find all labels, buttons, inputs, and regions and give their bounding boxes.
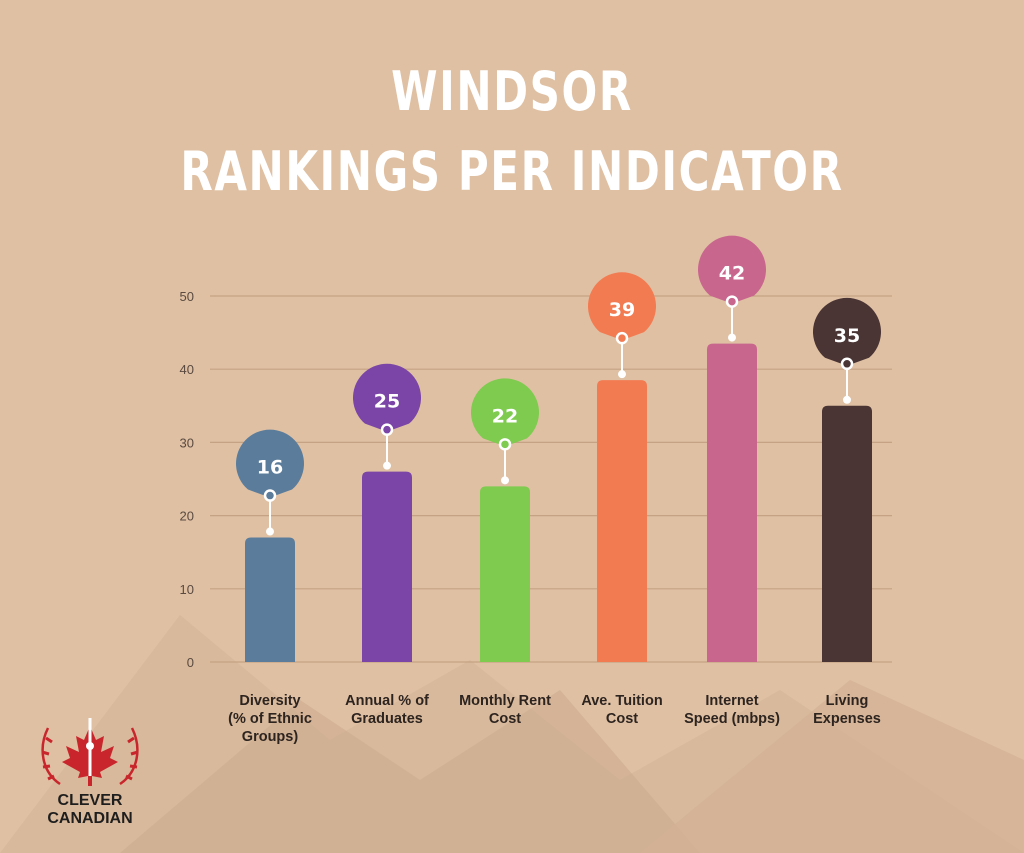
- bar: [480, 486, 530, 662]
- x-tick-label-line: Monthly Rent: [459, 693, 551, 709]
- title-line-1: WINDSOR: [391, 60, 633, 123]
- x-tick-label: Diversity (% of Ethnic Groups): [195, 692, 345, 746]
- value-pin: [353, 363, 421, 432]
- bar: [245, 537, 295, 662]
- data-label: 35: [834, 325, 860, 347]
- clever-canadian-logo: CLEVER CANADIAN: [30, 712, 150, 832]
- y-tick-label: 10: [180, 582, 194, 597]
- data-label: 39: [609, 299, 635, 321]
- pin-ring: [498, 438, 512, 451]
- y-tick-label: 0: [187, 655, 194, 670]
- x-tick-label-line: (% of Ethnic: [228, 711, 312, 727]
- x-tick-label-line: Cost: [488, 711, 522, 727]
- x-tick-label: Ave. Tuition Cost: [547, 692, 697, 728]
- bar: [707, 343, 757, 662]
- pin-dot: [266, 527, 274, 536]
- pin-dot: [383, 461, 391, 470]
- value-pin: [236, 429, 304, 498]
- pin-ring: [380, 423, 394, 436]
- x-tick-label-line: Annual % of: [345, 693, 429, 709]
- mountain-background: [0, 615, 1024, 853]
- y-tick-label: 40: [180, 362, 194, 377]
- data-label: 42: [719, 263, 745, 285]
- value-pin: [588, 272, 656, 341]
- x-tick-label-line: Cost: [605, 711, 639, 727]
- bar: [597, 380, 647, 662]
- value-pin: [698, 235, 766, 304]
- x-tick-label: Annual % of Graduates: [312, 692, 462, 728]
- x-tick-label-line: Living: [825, 693, 869, 709]
- data-label: 16: [257, 457, 283, 479]
- x-tick-label-line: Ave. Tuition: [581, 693, 663, 709]
- data-label: 22: [492, 405, 518, 427]
- x-tick-label-line: Groups): [241, 729, 299, 745]
- x-tick-label-line: Expenses: [813, 711, 881, 727]
- logo-text-canadian: CANADIAN: [47, 810, 133, 827]
- pin-dot: [501, 476, 509, 485]
- data-label: 25: [374, 391, 400, 413]
- value-pin: [813, 297, 881, 366]
- pin-dot: [618, 370, 626, 379]
- bar: [362, 471, 412, 662]
- pin-ring: [725, 295, 739, 308]
- x-tick-label-line: Graduates: [351, 711, 423, 727]
- pin-ring: [263, 489, 277, 502]
- x-tick-label: Internet Speed (mbps): [657, 692, 807, 728]
- title-line-2: RANKINGS PER INDICATOR: [180, 140, 844, 203]
- pin-ring: [615, 331, 629, 345]
- value-pin: [471, 378, 539, 447]
- logo-text-clever: CLEVER: [57, 792, 123, 809]
- pin-dot: [843, 395, 851, 404]
- y-tick-label: 50: [180, 289, 194, 304]
- pin-dot: [728, 333, 736, 342]
- x-tick-label-line: Internet: [705, 693, 759, 709]
- x-tick-label: Living Expenses: [772, 692, 922, 728]
- y-tick-label: 20: [180, 509, 194, 524]
- pin-ring: [840, 357, 854, 371]
- x-tick-label-line: Diversity: [239, 693, 301, 709]
- maple-leaf-icon: [41, 718, 139, 786]
- x-tick-label: Monthly Rent Cost: [430, 692, 580, 728]
- x-tick-label-line: Speed (mbps): [684, 711, 780, 727]
- y-tick-label: 30: [180, 435, 194, 450]
- bar: [822, 405, 872, 662]
